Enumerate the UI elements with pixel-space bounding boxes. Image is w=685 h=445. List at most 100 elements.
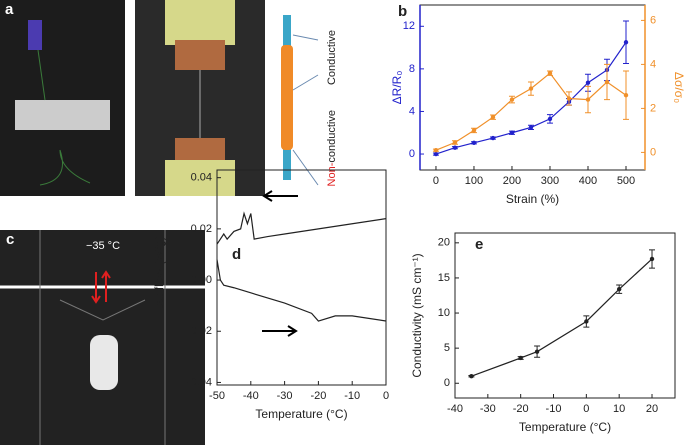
panel-label: b	[398, 3, 407, 20]
arrow	[262, 325, 298, 337]
data-line	[216, 211, 387, 245]
annotation: Non-conductive	[326, 110, 338, 186]
y-tick-label: 0	[444, 377, 450, 389]
y2-axis-label: Δσ/σ₀	[672, 72, 685, 103]
wire	[37, 49, 91, 186]
x-axis-label: Strain (%)	[506, 192, 559, 206]
x-tick-label: 0	[433, 175, 439, 187]
y-tick-label: 4	[409, 105, 415, 117]
y-tick-label: 12	[403, 20, 415, 32]
data-point	[534, 349, 540, 354]
x-tick-label: 200	[503, 175, 521, 187]
x-tick-label: -40	[447, 403, 463, 415]
x-tick-label: -10	[546, 403, 562, 415]
annotation: Conductive	[326, 30, 338, 85]
data-point	[452, 145, 458, 150]
y2-tick-label: 0	[650, 146, 656, 158]
y2-tick-label: 4	[650, 58, 656, 70]
data-point	[547, 116, 553, 122]
annotation: conductive	[326, 110, 338, 163]
x-tick-label: 0	[583, 403, 589, 415]
data-point	[623, 40, 629, 45]
data-line	[435, 41, 627, 155]
plot-frame	[454, 232, 676, 399]
panel-label: a	[5, 1, 14, 18]
x-tick-label: 10	[613, 403, 625, 415]
x-tick-label: -20	[513, 403, 529, 415]
x-tick-label: 100	[465, 175, 483, 187]
x-tick-label: -50	[209, 390, 225, 402]
data-point	[584, 319, 589, 324]
y-tick-label: 20	[438, 237, 450, 249]
data-point	[616, 286, 622, 292]
panel-label: d	[232, 246, 241, 263]
arrows	[91, 270, 111, 304]
data-point	[490, 115, 496, 120]
data-point	[509, 97, 515, 102]
y2-tick-label: 6	[650, 14, 656, 26]
x-axis-label: Temperature (°C)	[519, 420, 611, 434]
y-axis-label: Heat flow (W/g)	[152, 236, 166, 319]
data-point	[649, 256, 655, 262]
y-tick-label: 15	[438, 272, 450, 284]
data-point	[585, 97, 591, 102]
y-tick-label: -0.02	[187, 325, 212, 337]
clamp	[165, 0, 235, 45]
x-tick-label: -30	[480, 403, 496, 415]
y-tick-label: 0	[409, 148, 415, 160]
y-tick-label: 0.00	[191, 274, 212, 286]
annotation: −35 °C	[86, 240, 120, 252]
x-tick-label: 300	[541, 175, 559, 187]
tube	[39, 230, 166, 445]
x-tick-label: -30	[277, 390, 293, 402]
panel-label: e	[475, 236, 483, 253]
gel	[90, 335, 118, 390]
data-point	[471, 140, 477, 146]
data-point	[528, 125, 534, 130]
x-tick-label: 500	[617, 175, 635, 187]
data-point	[585, 80, 591, 85]
y-tick-label: 0.02	[191, 223, 212, 235]
data-point	[452, 140, 458, 145]
x-tick-label: 20	[646, 403, 658, 415]
y-axis-label: Conductivity (mS cm⁻¹)	[410, 253, 424, 377]
y-tick-label: -0.04	[187, 376, 212, 388]
battery	[28, 20, 42, 50]
data-point	[547, 71, 553, 76]
coating	[281, 45, 293, 150]
data-line	[471, 258, 653, 377]
x-tick-label: 400	[579, 175, 597, 187]
y-tick-label: 0.04	[191, 172, 212, 184]
data-point	[469, 374, 474, 379]
arrow	[262, 190, 298, 202]
x-tick-label: -40	[243, 390, 259, 402]
data-point	[604, 79, 610, 85]
breadboard	[15, 100, 110, 130]
data-point	[566, 96, 572, 101]
data-point	[623, 93, 629, 98]
data-point	[471, 128, 477, 133]
data-line	[216, 259, 387, 322]
y-tick-label: 8	[409, 63, 415, 75]
y-tick-label: 10	[438, 307, 450, 319]
y2-tick-label: 2	[650, 102, 656, 114]
y-tick-label: 5	[444, 342, 450, 354]
clamp	[165, 160, 235, 196]
pointer	[292, 34, 319, 186]
x-tick-label: -10	[344, 390, 360, 402]
data-point	[528, 86, 534, 91]
data-point	[433, 148, 439, 153]
data-point	[518, 355, 523, 361]
x-axis-label: Temperature (°C)	[255, 407, 347, 421]
x-tick-label: -20	[310, 390, 326, 402]
panel-label: c	[6, 231, 14, 248]
y-axis-label: ΔR/R₀	[390, 71, 404, 105]
data-point	[509, 130, 515, 135]
x-tick-label: 0	[383, 390, 389, 402]
plot-frame	[216, 169, 387, 386]
electrode	[175, 40, 225, 70]
annotation-red: Non-	[326, 162, 338, 186]
data-point	[433, 151, 439, 157]
data-point	[490, 135, 496, 141]
